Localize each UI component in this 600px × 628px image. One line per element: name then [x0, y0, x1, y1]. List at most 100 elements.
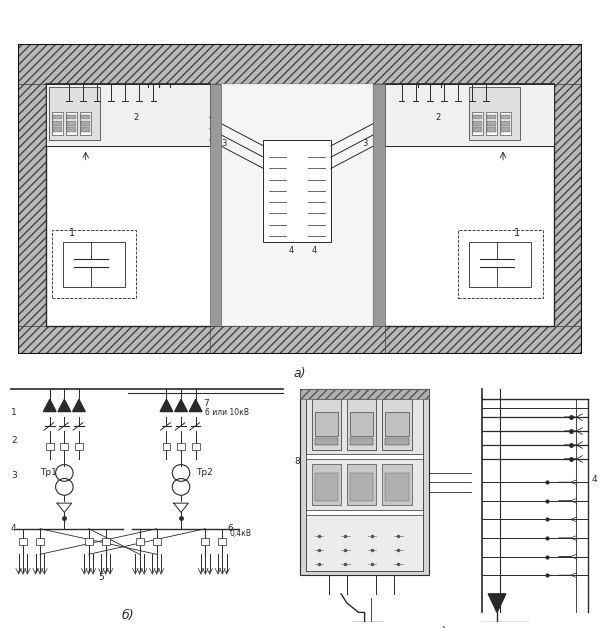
Text: 7: 7	[203, 399, 209, 408]
Bar	[311, 399, 341, 450]
Bar	[210, 84, 221, 327]
Bar	[53, 121, 62, 126]
Bar	[218, 538, 226, 545]
Bar	[350, 413, 373, 436]
Bar	[487, 115, 496, 119]
Bar	[502, 127, 511, 132]
Bar	[80, 112, 91, 134]
Bar	[263, 140, 331, 242]
Bar	[67, 127, 76, 132]
Bar	[300, 389, 430, 575]
Text: 3: 3	[221, 139, 226, 148]
Bar	[469, 87, 520, 140]
Bar	[347, 463, 376, 506]
Text: 6: 6	[227, 524, 233, 533]
Text: 1: 1	[69, 228, 75, 238]
Text: 3: 3	[362, 139, 367, 148]
Bar	[472, 112, 484, 134]
Text: 4: 4	[11, 524, 16, 533]
Text: 4: 4	[311, 246, 317, 255]
Bar	[350, 438, 373, 445]
Bar	[306, 394, 424, 454]
Bar	[52, 112, 63, 134]
Bar	[373, 84, 385, 327]
Polygon shape	[43, 399, 56, 411]
Bar	[314, 473, 338, 501]
Bar	[500, 112, 511, 134]
Polygon shape	[190, 399, 202, 411]
Text: 2: 2	[436, 114, 440, 122]
Bar	[487, 121, 496, 126]
Bar	[67, 121, 76, 126]
Bar	[202, 538, 209, 545]
Bar	[18, 84, 46, 327]
Bar	[311, 463, 341, 506]
Bar	[554, 84, 582, 327]
Bar	[52, 230, 136, 298]
Bar	[36, 538, 44, 545]
Bar	[192, 443, 200, 450]
Bar	[347, 399, 376, 450]
Bar	[306, 394, 424, 571]
Polygon shape	[488, 594, 506, 612]
Bar	[177, 443, 185, 450]
Bar	[473, 127, 482, 132]
Text: 1: 1	[514, 228, 520, 238]
Bar	[314, 438, 338, 445]
Text: 5: 5	[98, 573, 104, 582]
Bar	[502, 115, 511, 119]
Bar	[473, 115, 482, 119]
Bar	[63, 242, 125, 287]
Polygon shape	[73, 399, 85, 411]
Bar	[385, 438, 409, 445]
Bar	[385, 473, 409, 501]
Bar	[385, 413, 409, 436]
Bar	[81, 127, 90, 132]
Polygon shape	[160, 399, 173, 411]
Bar	[487, 127, 496, 132]
Text: 4: 4	[591, 475, 597, 484]
Text: а): а)	[294, 367, 306, 380]
Bar	[102, 538, 110, 545]
Bar	[66, 112, 77, 134]
Bar	[61, 443, 68, 450]
Bar	[314, 413, 338, 436]
Bar	[18, 45, 582, 84]
Bar	[486, 112, 497, 134]
Text: 0,4кВ: 0,4кВ	[230, 529, 251, 538]
Bar	[67, 115, 76, 119]
Bar	[53, 127, 62, 132]
Bar	[81, 115, 90, 119]
Bar	[19, 538, 27, 545]
Bar	[46, 84, 210, 146]
Bar	[469, 242, 531, 287]
Bar	[75, 443, 83, 450]
Bar	[306, 515, 424, 571]
Bar	[221, 84, 373, 327]
Bar	[210, 327, 385, 354]
Bar	[382, 463, 412, 506]
Bar	[300, 389, 430, 399]
Bar	[18, 327, 582, 354]
Text: 2: 2	[11, 436, 16, 445]
Text: 8: 8	[294, 457, 300, 465]
Text: 2: 2	[134, 114, 139, 122]
Text: Тр2: Тр2	[196, 468, 212, 477]
Bar	[81, 121, 90, 126]
Bar	[53, 115, 62, 119]
Bar	[85, 538, 92, 545]
Text: 6 или 10кВ: 6 или 10кВ	[205, 408, 250, 417]
Bar	[163, 443, 170, 450]
Bar	[382, 399, 412, 450]
Text: в): в)	[435, 625, 447, 628]
Text: 3: 3	[11, 470, 17, 480]
Bar	[502, 121, 511, 126]
Text: 4: 4	[289, 246, 294, 255]
Polygon shape	[58, 399, 71, 411]
Bar	[153, 538, 161, 545]
Text: Тр1: Тр1	[40, 468, 57, 477]
Bar	[46, 84, 554, 327]
Bar	[458, 230, 542, 298]
Bar	[306, 459, 424, 510]
Bar	[350, 473, 373, 501]
